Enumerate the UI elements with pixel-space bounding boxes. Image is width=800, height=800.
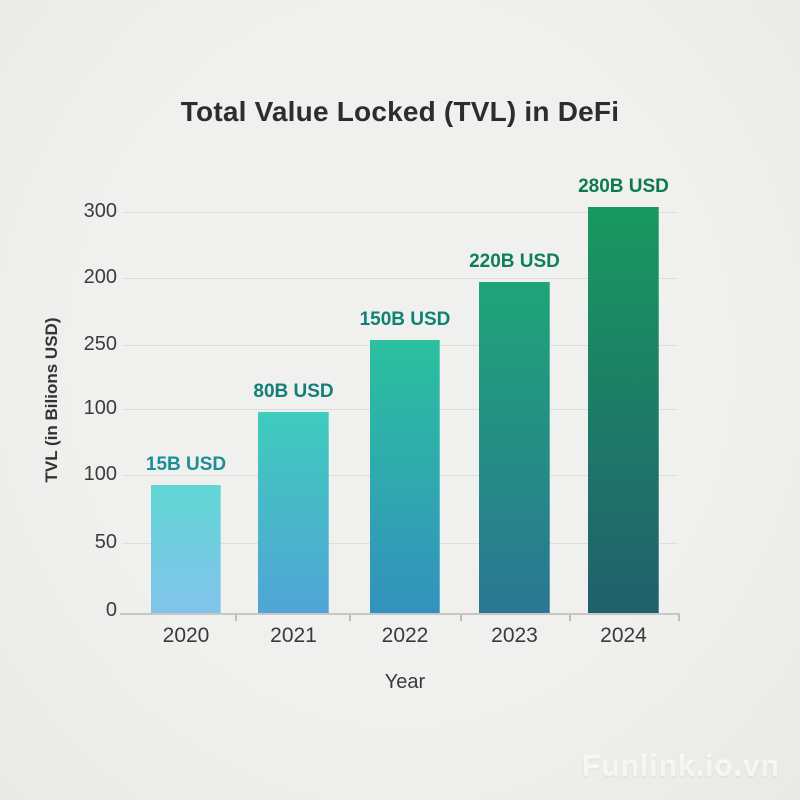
x-tick-label: 2021 <box>270 624 317 647</box>
watermark: Funlink.io.vn <box>582 750 780 783</box>
bar-2020 <box>151 485 221 613</box>
bar-value-label: 15B USD <box>145 454 227 475</box>
x-axis-title: Year <box>384 671 426 693</box>
bar-2024 <box>588 207 659 613</box>
x-tick-label: 2023 <box>491 624 538 647</box>
bar-2022 <box>370 340 440 613</box>
gridline <box>122 212 678 213</box>
x-tick-label: 2020 <box>162 624 210 647</box>
bar-value-label: 80B USD <box>253 381 334 402</box>
bar-value-label: 220B USD <box>469 251 560 272</box>
bar-value-label: 280B USD <box>578 176 669 197</box>
y-tick-label: 0 <box>105 599 117 621</box>
y-tick-label: 250 <box>83 333 117 355</box>
bar-value-label: 150B USD <box>359 309 451 330</box>
chart-title: Total Value Locked (TVL) in DeFi <box>180 96 620 127</box>
x-tick-label: 2024 <box>600 624 647 647</box>
y-tick-label: 100 <box>83 463 117 485</box>
x-axis-tick <box>460 615 462 621</box>
y-tick-label: 50 <box>94 531 117 553</box>
gridline <box>122 278 678 279</box>
x-axis-tick <box>235 615 237 621</box>
x-axis-tick <box>349 615 351 621</box>
y-tick-label: 300 <box>83 200 117 222</box>
x-axis-line <box>120 613 680 615</box>
x-axis-tick <box>678 615 680 621</box>
bar-2023 <box>479 282 550 613</box>
y-tick-label: 200 <box>83 266 117 288</box>
bar-2021 <box>258 412 329 613</box>
y-tick-label: 100 <box>83 397 117 419</box>
x-axis-tick <box>569 615 571 621</box>
x-tick-label: 2022 <box>381 624 429 647</box>
